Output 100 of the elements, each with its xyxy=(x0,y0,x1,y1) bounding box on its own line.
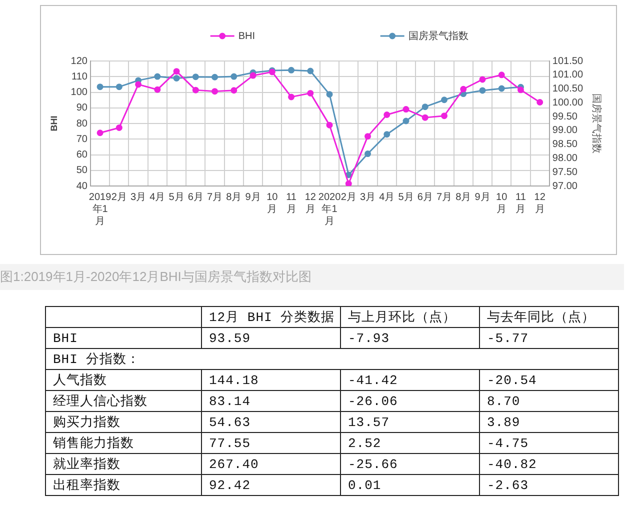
x-tick-label: 7月 xyxy=(436,192,452,203)
x-tick-label: 9月 xyxy=(474,192,490,203)
x-tick-label: 6月 xyxy=(417,192,433,203)
x-tick-label: 5月 xyxy=(398,192,414,203)
point xyxy=(517,86,524,94)
x-tick-label: 11月 xyxy=(516,192,526,215)
x-tick-label: 3月 xyxy=(360,192,376,203)
point xyxy=(173,74,180,82)
y2-tick-label: 97.00 xyxy=(552,180,578,192)
point xyxy=(116,84,122,90)
x-tick-label: 3月 xyxy=(130,192,146,203)
point xyxy=(536,99,544,106)
x-tick-label: 2月 xyxy=(340,192,356,203)
y2-tick-label: 101.50 xyxy=(552,56,584,67)
data-label: -41.42 xyxy=(340,370,480,390)
point xyxy=(307,90,314,96)
x-tick-label: 8月 xyxy=(456,192,472,203)
category-label: 经理人信心指数 xyxy=(46,390,202,412)
data-label: 93.59 xyxy=(202,328,340,348)
point xyxy=(250,72,256,79)
point xyxy=(345,180,352,186)
category-label: BHI xyxy=(46,328,202,348)
x-tick-label: 11月 xyxy=(286,192,297,215)
point xyxy=(326,91,333,98)
point xyxy=(364,133,372,140)
point xyxy=(422,104,428,110)
data-label: 83.14 xyxy=(202,390,340,412)
point xyxy=(384,112,390,118)
category-label: 就业率指数 xyxy=(46,454,202,474)
category-label: 人气指数 xyxy=(46,370,202,390)
y2-tick-label: 100.00 xyxy=(552,97,584,108)
legend-label: 国房景气指数 xyxy=(408,30,468,42)
x-tick-label: 9月 xyxy=(245,192,261,203)
x-tick-label: 2019年1月 xyxy=(88,192,112,227)
caption: 图1:2019年1月-2020年12月BHI与国房景气指数对比图 xyxy=(0,264,624,290)
data-label: -20.54 xyxy=(480,370,618,390)
y-tick-label: 40 xyxy=(76,180,88,192)
data-label: 2.52 xyxy=(340,432,480,454)
x-tick-label: 12月 xyxy=(534,192,546,215)
point xyxy=(288,94,295,100)
data-label: 267.40 xyxy=(202,454,340,474)
x-tick-label: 2020年1月 xyxy=(318,192,342,227)
data-label: 144.18 xyxy=(202,370,340,390)
point xyxy=(230,87,238,94)
y2-tick-label: 101.00 xyxy=(552,70,584,81)
data-label: -26.06 xyxy=(340,390,480,412)
point xyxy=(173,68,180,75)
point xyxy=(96,130,104,136)
point xyxy=(440,112,448,120)
text: BHI 分指数： xyxy=(46,348,618,370)
text: 12月 BHI 分类数据 xyxy=(202,306,340,328)
x-tick-label: 7月 xyxy=(206,192,223,203)
data-label: -2.63 xyxy=(480,474,618,496)
data-label: 3.89 xyxy=(480,412,618,432)
data-label: 54.63 xyxy=(202,412,340,432)
y2-axis-title: 国房景气指数 xyxy=(590,94,602,154)
x-tick-label: 5月 xyxy=(168,192,184,203)
data-label: -7.93 xyxy=(340,328,480,348)
point xyxy=(460,86,467,92)
y2-tick-label: 98.00 xyxy=(552,152,578,164)
y-tick-label: 60 xyxy=(76,150,88,160)
point xyxy=(307,68,314,74)
text: 与上月环比（点） xyxy=(340,306,480,328)
point xyxy=(402,118,410,124)
point xyxy=(402,106,410,113)
category-label: 销售能力指数 xyxy=(46,432,202,454)
x-tick-label: 10月 xyxy=(496,192,508,215)
data-label: -40.82 xyxy=(480,454,618,474)
category-label: 购买力指数 xyxy=(46,412,202,432)
x-tick-label: 4月 xyxy=(150,192,166,203)
y-axis-title: BHI xyxy=(48,116,59,132)
point xyxy=(154,86,161,93)
y2-tick-label: 98.50 xyxy=(552,139,578,150)
y-tick-label: 100 xyxy=(70,87,88,98)
y-tick-label: 50 xyxy=(76,165,88,176)
data-label: 13.57 xyxy=(340,412,480,432)
text: 与去年同比（点） xyxy=(480,306,618,328)
point xyxy=(288,66,295,74)
y-tick-label: 110 xyxy=(72,71,88,82)
data-label: -5.77 xyxy=(480,328,618,348)
legend-label: BHI xyxy=(238,30,256,42)
x-tick-label: 8月 xyxy=(226,192,242,203)
point xyxy=(212,74,218,80)
x-tick-label: 12月 xyxy=(304,192,316,215)
point xyxy=(326,122,333,128)
point xyxy=(440,96,448,104)
data-label: -25.66 xyxy=(340,454,480,474)
y2-tick-label: 100.50 xyxy=(552,84,584,95)
point xyxy=(479,87,486,94)
y2-tick-label: 99.50 xyxy=(552,111,578,122)
x-tick-label: 2月 xyxy=(111,192,127,203)
point xyxy=(230,73,238,80)
y2-tick-label: 97.50 xyxy=(552,166,578,178)
point xyxy=(96,84,104,90)
point xyxy=(135,81,142,88)
category-label: 出租率指数 xyxy=(46,474,202,496)
point xyxy=(364,150,372,158)
x-tick-label: 6月 xyxy=(188,192,204,203)
point xyxy=(116,124,122,131)
data-label: 92.42 xyxy=(202,474,340,496)
